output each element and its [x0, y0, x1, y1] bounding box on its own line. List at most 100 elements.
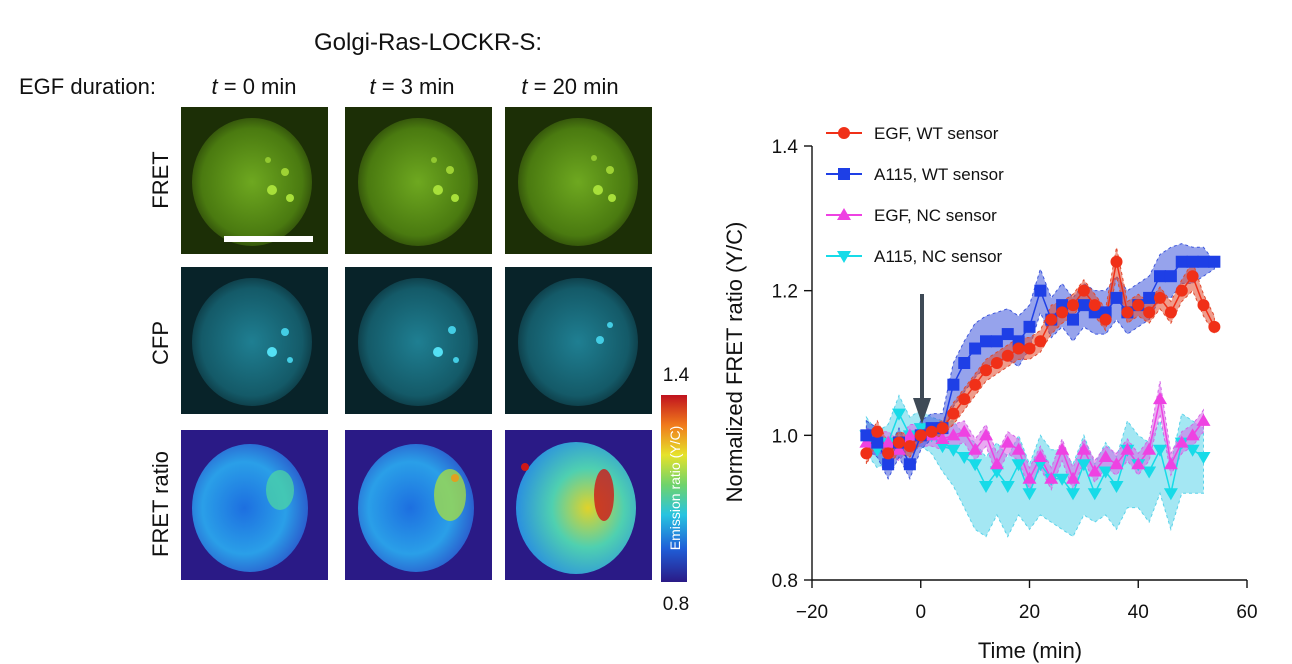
a115-nc-sensor-point [989, 466, 1004, 479]
egf-nc-sensor-point [989, 457, 1004, 470]
egf-nc-sensor-point [979, 428, 993, 441]
a115-wt-sensor-point [958, 357, 971, 369]
egf-wt-sensor-point [936, 422, 949, 435]
egf-duration-label: EGF duration: [19, 74, 156, 99]
a115-nc-sensor-point [1000, 480, 1015, 493]
egf-nc-sensor-point [881, 435, 896, 448]
timepoint-3-label: t = 3 min [370, 74, 455, 99]
a115-wt-sensor-point [1110, 291, 1123, 304]
scale-bar [224, 236, 313, 242]
egf-wt-sensor-point [1175, 284, 1188, 297]
a115-wt-sensor-point [1197, 255, 1210, 268]
legend-label-egf-nc-sensor: EGF, NC sensor [874, 206, 997, 225]
a115-wt-sensor-point [1186, 255, 1199, 268]
fret-image-t20 [505, 107, 652, 254]
a115-wt-sensor-point [903, 458, 916, 471]
egf-nc-sensor-point [1185, 428, 1200, 441]
a115-nc-sensor-point [1163, 488, 1178, 501]
y-tick-label: 0.8 [772, 571, 798, 592]
egf-nc-sensor-point [1076, 442, 1091, 455]
a115-wt-sensor-point [947, 378, 960, 391]
egf-nc-sensor-point [968, 442, 983, 455]
a115-wt-sensor-point [1077, 299, 1090, 312]
fret-ratio-chart: −20 0 20 40 60 0.8 1.0 1.2 1.4 Time (min) Norma… [722, 124, 1258, 663]
egf-nc-sensor-point [1153, 392, 1167, 405]
egf-nc-sensor-point [935, 431, 950, 444]
a115-nc-sensor-point [1185, 444, 1200, 457]
a115-nc-sensor-point [957, 452, 972, 465]
x-tick-label: 60 [1236, 602, 1257, 623]
egf-nc-sensor-point [1098, 450, 1113, 463]
timepoint-20-label: t = 20 min [521, 74, 618, 99]
egf-nc-sensor-point [1120, 442, 1135, 455]
a115-nc-sensor-point [1022, 488, 1037, 501]
egf-wt-sensor-point [860, 447, 873, 460]
a115-nc-sensor-point [968, 459, 983, 472]
egf-wt-sensor-point [1186, 270, 1199, 283]
a115-wt-sensor-point [1034, 284, 1047, 297]
fret-ratio-image-t0 [181, 430, 328, 580]
y-tick-label: 1.0 [772, 426, 798, 447]
egf-nc-sensor-point [1087, 464, 1102, 477]
a115-wt-sensor-point [871, 436, 884, 449]
timepoint-0-label: t = 0 min [212, 74, 297, 99]
egf-wt-sensor-point [1132, 299, 1145, 312]
a115-wt-sensor-point [1154, 270, 1166, 283]
a115-nc-sensor-point [1142, 466, 1157, 479]
series-markers [859, 255, 1221, 501]
egf-nc-sensor-point [859, 435, 874, 448]
a115-wt-sensor-point [1175, 255, 1188, 268]
colorbar-max-label: 1.4 [663, 365, 690, 386]
egf-wt-sensor-point [893, 436, 905, 449]
a115-nc-sensor-point [1011, 459, 1026, 472]
fret-image-t0 [181, 107, 328, 254]
egf-nc-sensor-point [1163, 457, 1178, 470]
egf-wt-sensor-point [1077, 284, 1090, 297]
egf-wt-sensor-point [1143, 306, 1156, 319]
legend-marker-egf-nc-sensor [837, 208, 851, 220]
fret-ratio-image-t20 [505, 430, 652, 580]
fret-ratio-image-t3 [345, 430, 492, 580]
x-tick-label: −20 [796, 602, 828, 623]
egf-wt-sensor-point [1023, 342, 1036, 355]
egf-addition-arrow [913, 294, 931, 424]
a115-wt-sensor-point [1001, 328, 1014, 341]
egf-wt-sensor-point [1197, 299, 1210, 312]
egf-nc-sensor-point [1011, 442, 1026, 455]
cfp-image-t20 [505, 267, 652, 414]
a115-wt-sensor-point [860, 429, 873, 442]
panel-title: Golgi-Ras-LOCKR-S: [314, 29, 542, 56]
egf-wt-sensor-point [947, 407, 960, 420]
egf-wt-sensor-point [914, 429, 927, 442]
colorbar [661, 395, 687, 582]
legend-label-a115-wt-sensor: A115, WT sensor [874, 165, 1004, 184]
a115-nc-sensor-point [892, 408, 906, 421]
a115-nc-sensor-point [1076, 459, 1091, 472]
a115-nc-sensor-point [1098, 466, 1113, 479]
egf-nc-sensor-point [902, 428, 917, 441]
y-axis-label: Normalized FRET ratio (Y/C) [722, 222, 747, 503]
x-ticks: −20 0 20 40 60 [796, 580, 1258, 623]
egf-nc-sensor-point [1000, 435, 1015, 448]
egf-nc-sensor-point [1055, 442, 1070, 455]
a115-wt-sensor-point [1143, 291, 1156, 304]
a115-wt-sensor-point [990, 335, 1003, 348]
a115-wt-sensor-point [969, 342, 982, 355]
legend-marker-a115-wt-sensor [838, 168, 850, 180]
y-tick-label: 1.4 [772, 137, 799, 158]
egf-wt-sensor-point [980, 364, 992, 377]
legend-marker-a115-nc-sensor [837, 251, 851, 263]
a115-wt-sensor-point [1208, 255, 1221, 268]
a115-nc-sensor-point [1033, 459, 1048, 472]
egf-wt-sensor-point [1045, 313, 1058, 326]
x-tick-label: 40 [1128, 602, 1149, 623]
y-ticks: 0.8 1.0 1.2 1.4 [772, 137, 812, 592]
egf-wt-sensor-point [1088, 299, 1101, 312]
row-label-fret: FRET [148, 151, 173, 208]
egf-wt-sensor-point [1012, 342, 1025, 355]
a115-wt-sensor-point [1023, 320, 1036, 333]
a115-wt-sensor-point [882, 458, 895, 471]
legend-label-a115-nc-sensor: A115, NC sensor [874, 247, 1003, 266]
a115-nc-sensor-point [1109, 480, 1124, 493]
